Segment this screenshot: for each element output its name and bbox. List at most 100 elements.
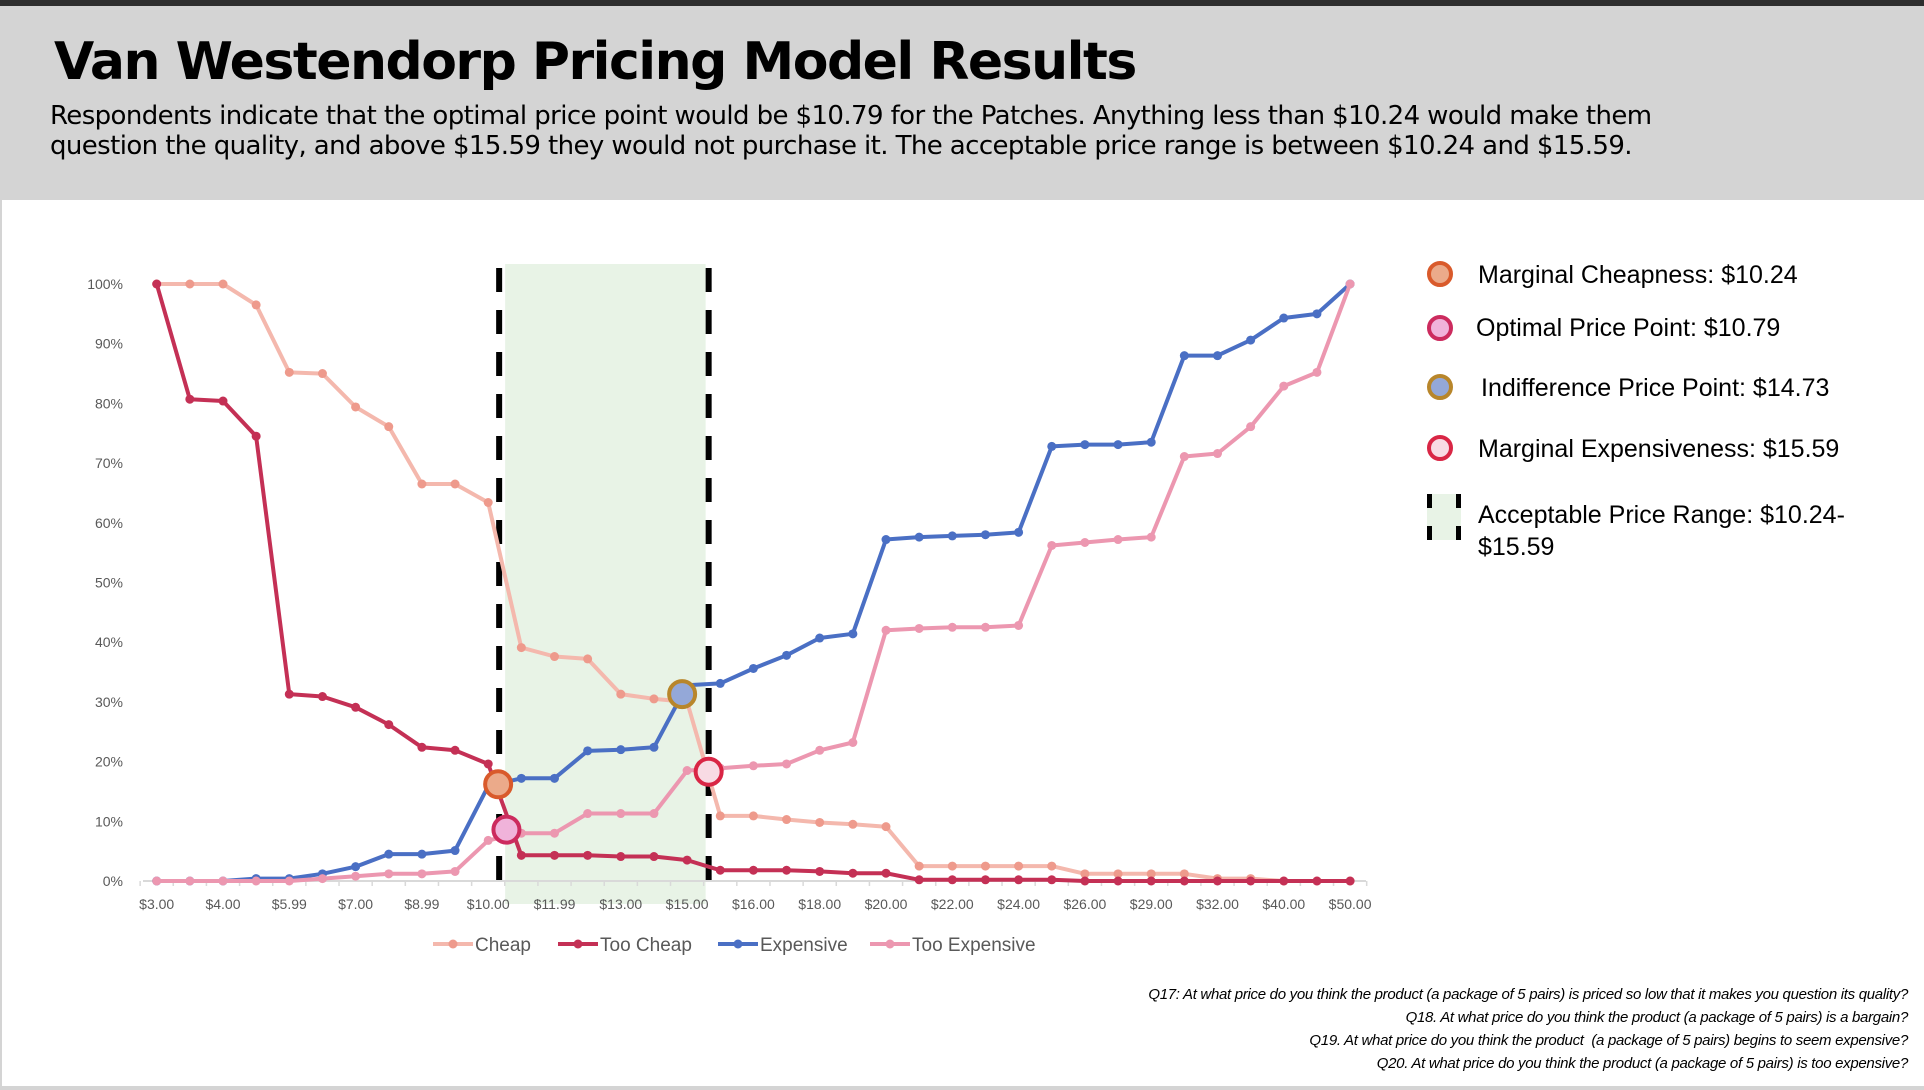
data-point xyxy=(185,394,195,404)
series-legend: Cheap Too Cheap Expensive Too Expensive xyxy=(433,935,1036,956)
series-cheap xyxy=(152,279,1355,886)
data-point xyxy=(516,773,526,783)
header-banner xyxy=(2,6,1924,200)
series-line xyxy=(154,282,1353,883)
data-point xyxy=(185,876,195,886)
data-point xyxy=(649,809,659,819)
legend-item-too-cheap: Too Cheap xyxy=(558,935,692,956)
x-tick-label: $5.99 xyxy=(272,896,307,912)
data-point xyxy=(748,811,758,821)
data-point xyxy=(914,532,924,542)
data-point xyxy=(1345,876,1355,886)
data-point xyxy=(583,809,593,819)
data-point xyxy=(1113,440,1123,450)
data-point xyxy=(1179,351,1189,361)
series-line xyxy=(154,282,1353,883)
footnote-q18: Q18. At what price do you think the prod… xyxy=(1405,1009,1909,1026)
x-tick-label: $4.00 xyxy=(205,896,240,912)
x-tick-label: $24.00 xyxy=(997,896,1040,912)
data-point xyxy=(881,868,891,878)
x-tick-label: $18.00 xyxy=(798,896,841,912)
data-point xyxy=(1279,381,1289,391)
data-point xyxy=(351,862,361,872)
series-line xyxy=(154,282,1353,883)
data-point xyxy=(218,279,228,289)
bottom-border xyxy=(0,1086,1924,1090)
data-point xyxy=(748,865,758,875)
data-point xyxy=(284,689,294,699)
x-tick-label: $40.00 xyxy=(1262,896,1305,912)
data-point xyxy=(417,869,427,879)
data-point xyxy=(1014,861,1024,871)
data-point xyxy=(947,531,957,541)
data-point xyxy=(848,737,858,747)
data-point xyxy=(914,875,924,885)
data-point xyxy=(1047,441,1057,451)
marginal-cheapness-circle-icon xyxy=(1427,261,1453,287)
page-title: Van Westendorp Pricing Model Results xyxy=(54,32,1137,92)
acceptable-range-layer xyxy=(496,264,712,904)
data-point xyxy=(218,876,228,886)
data-point xyxy=(1080,869,1090,879)
data-point xyxy=(550,773,559,783)
data-point xyxy=(317,874,327,884)
indifference-price-circle-icon xyxy=(1427,374,1453,400)
x-tick-label: $16.00 xyxy=(732,896,775,912)
data-point xyxy=(1014,875,1024,885)
x-tick-label: $22.00 xyxy=(931,896,974,912)
data-point xyxy=(947,875,957,885)
data-point xyxy=(384,720,394,730)
key-label: Indifference Price Point: $14.73 xyxy=(1481,374,1830,402)
data-point xyxy=(1113,869,1123,879)
data-point xyxy=(715,811,725,821)
data-point xyxy=(881,535,891,545)
marginal-expensiveness-marker xyxy=(693,756,724,787)
data-point xyxy=(1014,527,1024,537)
data-point xyxy=(1312,876,1322,886)
legend-item-too-expensive: Too Expensive xyxy=(870,935,1036,956)
data-point xyxy=(649,852,659,862)
data-point xyxy=(1312,309,1322,319)
indifference-price-point-marker xyxy=(667,679,698,710)
footnote-q20: Q20. At what price do you think the prod… xyxy=(1376,1055,1909,1072)
data-point xyxy=(1146,532,1156,542)
y-tick-label: 40% xyxy=(95,634,123,650)
data-point xyxy=(1047,540,1057,550)
data-point xyxy=(715,865,725,875)
data-point xyxy=(483,759,493,769)
series-too-cheap xyxy=(152,279,1355,886)
data-point xyxy=(583,654,593,664)
y-tick-label: 30% xyxy=(95,694,123,710)
data-point xyxy=(848,868,858,878)
data-point xyxy=(881,822,891,832)
data-point xyxy=(682,855,692,865)
data-point xyxy=(284,876,294,886)
key-label: Optimal Price Point: $10.79 xyxy=(1476,314,1781,342)
data-point xyxy=(1014,620,1024,630)
legend-marker-icon xyxy=(573,939,583,949)
legend-item-expensive: Expensive xyxy=(718,935,848,956)
data-point xyxy=(980,861,990,871)
y-tick-label: 10% xyxy=(95,813,123,829)
data-point xyxy=(815,866,825,876)
data-point xyxy=(1080,876,1090,886)
data-point xyxy=(152,279,162,289)
data-point xyxy=(1213,351,1222,361)
data-point xyxy=(1146,869,1156,879)
footnote-q17: Q17: At what price do you think the prod… xyxy=(1148,986,1908,1003)
data-point xyxy=(748,761,758,771)
data-point xyxy=(815,633,825,643)
x-tick-label: $26.00 xyxy=(1063,896,1106,912)
data-point xyxy=(1179,876,1189,886)
data-point xyxy=(1179,869,1189,879)
optimal-price-point-marker xyxy=(491,814,522,845)
series-too-expensive xyxy=(152,279,1355,886)
data-point xyxy=(417,849,427,859)
legend-label: Too Expensive xyxy=(912,935,1036,956)
data-point xyxy=(1047,875,1057,885)
data-point xyxy=(516,850,526,860)
x-tick-label: $29.00 xyxy=(1130,896,1173,912)
footnote-q19: Q19. At what price do you think the prod… xyxy=(1309,1032,1908,1049)
data-point xyxy=(1213,449,1222,459)
data-point xyxy=(815,745,825,755)
